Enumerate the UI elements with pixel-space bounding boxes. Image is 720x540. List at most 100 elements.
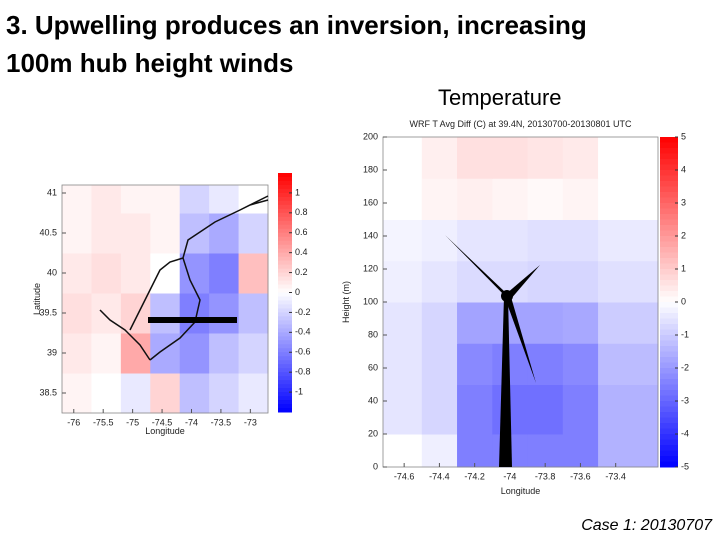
x-tick-label: -73.4 <box>605 471 626 481</box>
y-tick-label: 40 <box>47 267 57 277</box>
colorbar-swatch <box>660 208 678 215</box>
heat-cell <box>91 213 122 254</box>
heat-cell <box>209 213 240 254</box>
x-tick-label: -73.8 <box>535 471 556 481</box>
colorbar-swatch <box>660 214 678 220</box>
colorbar-swatch <box>660 401 678 407</box>
colorbar-swatch <box>660 340 678 347</box>
colorbar-swatch <box>660 236 678 242</box>
slide-title-line: 3. Upwelling produces an inversion, incr… <box>6 10 587 40</box>
colorbar-swatch <box>278 312 292 317</box>
colorbar-swatch <box>278 328 292 333</box>
colorbar-swatch <box>660 351 678 358</box>
heat-cell <box>421 260 458 303</box>
colorbar-swatch <box>278 240 292 246</box>
heat-cell <box>492 343 529 385</box>
heat-cell <box>527 219 564 262</box>
heat-cell <box>562 343 599 385</box>
colorbar-swatch <box>278 220 292 226</box>
colorbar-swatch <box>660 175 678 182</box>
colorbar-tick-label: 5 <box>681 131 686 141</box>
colorbar-swatch <box>660 423 678 429</box>
heat-cell <box>492 219 529 262</box>
heat-cell <box>562 219 599 262</box>
heat-cell <box>598 434 659 468</box>
charts: -76 -75.5 -75 -74.5 -74 -73.5 -7338.53939.5404… <box>32 119 689 496</box>
colorbar-tick-label: -2 <box>681 362 689 372</box>
decoration <box>99 195 540 467</box>
footer: Case 1: 20130707 <box>581 517 713 534</box>
heat-cell <box>179 213 210 254</box>
heat-cell <box>457 384 493 435</box>
colorbar-swatch <box>660 434 678 440</box>
heat-cell <box>150 213 181 254</box>
heat-cell <box>421 302 458 344</box>
colorbar-swatch <box>660 203 678 209</box>
x-tick-label: -74 <box>503 471 516 481</box>
colorbar-swatch <box>660 450 678 457</box>
x-tick-label: -74.2 <box>464 471 485 481</box>
panel-label: Temperature <box>438 85 562 110</box>
heat-cell <box>209 253 240 294</box>
colorbar-swatch <box>278 180 292 186</box>
heat-cell <box>383 178 423 220</box>
coastline <box>99 195 269 361</box>
colorbar-swatch <box>660 302 678 308</box>
heat-cell <box>91 333 122 374</box>
colorbar-swatch <box>278 284 292 290</box>
heat-cell <box>238 373 269 414</box>
colorbar-swatch <box>278 256 292 262</box>
heat-cell <box>383 260 423 303</box>
heat-cell <box>598 384 659 435</box>
colorbar-swatch <box>660 461 678 468</box>
heat-cell <box>562 384 599 435</box>
colorbar-swatch <box>278 340 292 345</box>
colorbar-tick-label: 0 <box>295 287 300 297</box>
heat-cell <box>150 373 181 414</box>
colorbar-swatch <box>278 408 292 413</box>
heat-cell <box>62 293 92 334</box>
heat-cell <box>91 293 122 334</box>
colorbar-swatch <box>660 186 678 193</box>
colorbar-swatch <box>278 356 292 361</box>
colorbar-swatch <box>660 164 678 171</box>
colorbar-swatch <box>278 376 292 381</box>
colorbar-swatch <box>278 248 292 254</box>
colorbar-swatch <box>278 364 292 369</box>
colorbar-swatch <box>278 308 292 313</box>
colorbar-tick-label: 1 <box>681 263 686 273</box>
heat-cell <box>527 178 564 220</box>
colorbar-swatch <box>660 417 678 424</box>
colorbar-swatch <box>660 137 678 143</box>
y-tick-label: 180 <box>363 164 378 174</box>
heat-cell <box>562 434 599 468</box>
heat-cell <box>527 343 564 385</box>
x-tick-label: -74.6 <box>394 471 415 481</box>
heat-cell <box>62 185 92 214</box>
y-axis-label: Height (m) <box>341 281 351 323</box>
colorbar-swatch <box>660 159 678 165</box>
heat-cell <box>383 219 423 262</box>
cross-section-line <box>148 317 237 323</box>
chart-title: WRF T Avg Diff (C) at 39.4N, 20130700-20… <box>410 119 632 129</box>
colorbar-swatch <box>278 404 292 409</box>
y-tick-label: 140 <box>363 230 378 240</box>
heat-cell <box>179 293 210 334</box>
colorbar-swatch <box>660 225 678 231</box>
colorbar-swatch <box>278 348 292 353</box>
heat-cell <box>120 373 151 414</box>
heat-cell <box>150 333 181 374</box>
plot-frame <box>61 184 269 414</box>
heat-cell <box>527 384 564 435</box>
colorbar-swatch <box>660 252 678 259</box>
heat-cell <box>179 373 210 414</box>
heat-cell <box>598 302 659 344</box>
colorbar-tick-label: 0 <box>681 296 686 306</box>
colorbar-swatch <box>660 181 678 187</box>
y-tick-label: 39.5 <box>39 307 57 317</box>
colorbar-swatch <box>660 230 678 237</box>
heat-cell <box>383 302 423 344</box>
colorbar-tick-label: 4 <box>681 164 686 174</box>
heat-cell <box>421 137 458 179</box>
colorbar-swatch <box>278 368 292 373</box>
